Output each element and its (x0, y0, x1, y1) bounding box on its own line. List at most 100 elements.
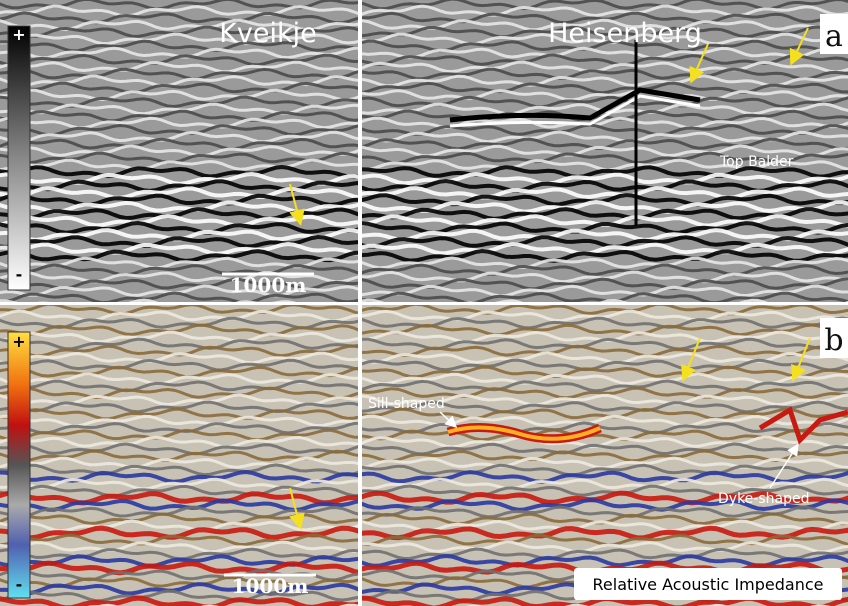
reflector (0, 305, 358, 316)
label-box (820, 14, 848, 54)
reflector (0, 309, 358, 323)
reflector (0, 351, 358, 365)
colorbar-min: - (16, 575, 23, 594)
reflector (0, 449, 358, 463)
caption: Relative Acoustic Impedance (593, 575, 824, 594)
arrow (789, 27, 809, 66)
reflector (0, 277, 358, 291)
reflector (0, 490, 358, 506)
reflector (362, 263, 848, 277)
reflector (362, 477, 848, 491)
reflector (362, 178, 848, 193)
reflector (362, 144, 848, 158)
reflector (0, 414, 358, 428)
reflector (362, 344, 848, 358)
reflector (0, 234, 358, 250)
reflector (0, 186, 358, 200)
reflector (362, 46, 848, 60)
reflector (362, 88, 848, 102)
reflector (362, 358, 848, 372)
reflector (362, 67, 848, 81)
reflector (362, 242, 848, 256)
reflector (362, 400, 848, 414)
reflector (362, 116, 848, 130)
reflector (0, 249, 358, 263)
reflector (362, 284, 848, 298)
reflector (0, 18, 358, 32)
reflector (362, 248, 848, 263)
pointer (769, 443, 799, 489)
reflector (362, 525, 848, 541)
reflector (0, 337, 358, 351)
colorbar-min: - (16, 265, 23, 284)
reflector (362, 497, 848, 512)
reflector (0, 442, 358, 456)
reflector (362, 199, 848, 214)
reflector (362, 172, 848, 186)
reflector (0, 137, 358, 151)
section-title: Heisenberg (548, 18, 702, 49)
annotation: Top Balder (719, 154, 794, 170)
reflector (0, 428, 358, 442)
reflector (362, 379, 848, 393)
section (0, 305, 358, 606)
label-box (820, 318, 848, 358)
annotation: Sill-shaped (368, 396, 445, 412)
reflector (0, 81, 358, 95)
reflector (362, 60, 848, 74)
section-title: Kveikje (219, 18, 317, 49)
reflector (0, 39, 358, 53)
reflector (362, 463, 848, 477)
reflector (362, 228, 848, 242)
reflector (0, 533, 358, 547)
pointer (439, 411, 458, 429)
reflector (0, 540, 358, 554)
reflector (362, 186, 848, 201)
colorbar (7, 331, 31, 599)
reflector (0, 435, 358, 449)
reflector (0, 241, 358, 256)
section (362, 305, 848, 606)
sill (447, 425, 601, 441)
reflector (449, 94, 701, 128)
reflector (362, 323, 848, 337)
reflector (0, 505, 358, 519)
reflector (0, 291, 358, 302)
reflector (0, 46, 358, 60)
colorbar-max: + (12, 332, 25, 351)
reflector (0, 164, 358, 179)
reflector (0, 270, 358, 284)
panel-label: b (824, 323, 843, 358)
arrows (289, 27, 811, 530)
reflector (0, 463, 358, 477)
colorbar (7, 25, 31, 291)
reflector (362, 305, 848, 316)
reflector (362, 4, 848, 18)
reflector (0, 32, 358, 46)
annotation: Dyke-shaped (718, 491, 809, 507)
reflector (0, 358, 358, 372)
reflector (0, 158, 358, 172)
reflector (0, 102, 358, 116)
reflector (362, 386, 848, 400)
reflector (0, 456, 358, 469)
arrow (791, 337, 811, 382)
reflector (362, 484, 848, 498)
arrow (681, 337, 701, 382)
reflector (0, 589, 358, 603)
reflector (0, 400, 358, 414)
reflector (0, 171, 358, 186)
reflector (0, 144, 358, 158)
reflector (362, 351, 848, 365)
section (362, 0, 848, 302)
reflector (362, 442, 848, 456)
reflector (0, 95, 358, 109)
reflector (362, 407, 848, 421)
reflector (362, 490, 848, 506)
reflector (362, 547, 848, 561)
reflector (362, 235, 848, 250)
reflector (0, 4, 358, 18)
